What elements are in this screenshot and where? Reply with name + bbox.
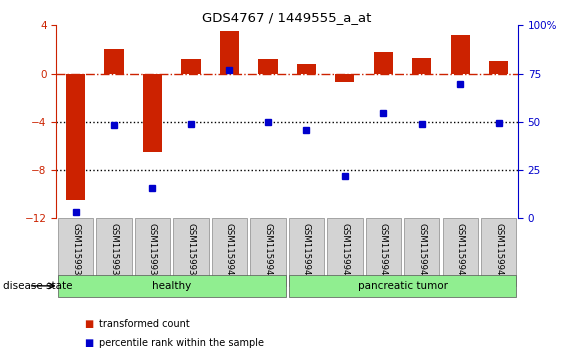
Text: transformed count: transformed count: [99, 319, 189, 330]
Bar: [289, 274, 516, 297]
Bar: [404, 219, 440, 286]
Bar: [412, 58, 431, 74]
Text: GSM1159943: GSM1159943: [341, 223, 349, 281]
Bar: [220, 32, 239, 74]
Text: ■: ■: [84, 338, 93, 348]
Text: GSM1159938: GSM1159938: [148, 223, 157, 281]
Text: pancreatic tumor: pancreatic tumor: [358, 281, 448, 291]
Bar: [297, 64, 316, 74]
Title: GDS4767 / 1449555_a_at: GDS4767 / 1449555_a_at: [203, 11, 372, 24]
Bar: [66, 74, 85, 200]
Bar: [181, 59, 200, 74]
Bar: [135, 219, 170, 286]
Bar: [104, 49, 124, 74]
Text: ■: ■: [84, 319, 93, 330]
Bar: [58, 219, 93, 286]
Text: healthy: healthy: [152, 281, 191, 291]
Text: GSM1159945: GSM1159945: [417, 223, 426, 281]
Bar: [173, 219, 209, 286]
Text: GSM1159936: GSM1159936: [71, 223, 80, 281]
Bar: [327, 219, 363, 286]
Text: disease state: disease state: [3, 281, 72, 291]
Text: GSM1159940: GSM1159940: [225, 223, 234, 281]
Text: GSM1159944: GSM1159944: [379, 223, 388, 281]
Bar: [143, 74, 162, 152]
Bar: [289, 219, 324, 286]
Text: GSM1159941: GSM1159941: [263, 223, 272, 281]
Text: GSM1159937: GSM1159937: [110, 223, 118, 281]
Bar: [374, 52, 393, 74]
Bar: [450, 35, 470, 74]
Bar: [335, 74, 355, 82]
Bar: [96, 219, 132, 286]
Text: GSM1159942: GSM1159942: [302, 223, 311, 281]
Text: GSM1159946: GSM1159946: [456, 223, 464, 281]
Bar: [212, 219, 247, 286]
Text: percentile rank within the sample: percentile rank within the sample: [99, 338, 263, 348]
Bar: [443, 219, 478, 286]
Bar: [489, 61, 508, 74]
Bar: [250, 219, 285, 286]
Bar: [258, 59, 278, 74]
Bar: [365, 219, 401, 286]
Text: GSM1159939: GSM1159939: [186, 223, 195, 281]
Text: GSM1159947: GSM1159947: [494, 223, 503, 281]
Bar: [481, 219, 516, 286]
Bar: [58, 274, 285, 297]
